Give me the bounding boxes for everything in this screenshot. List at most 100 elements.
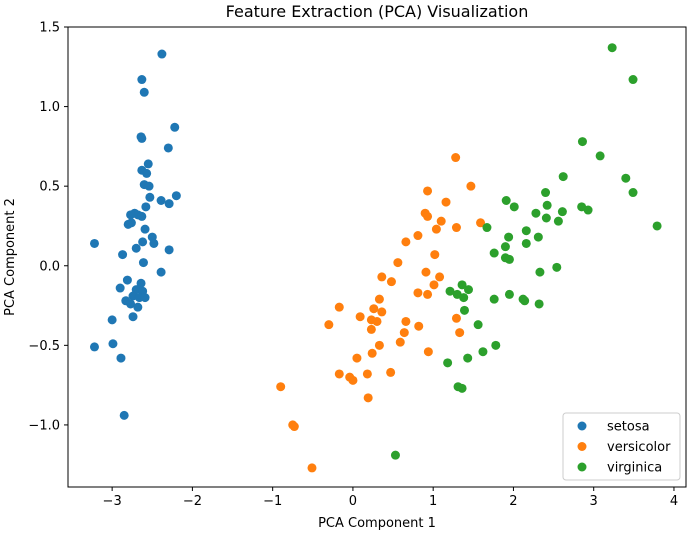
virginica-point (595, 151, 605, 161)
setosa-point (137, 133, 147, 143)
virginica-point (491, 340, 501, 350)
versicolor-point (324, 320, 334, 330)
scatter-marks (89, 43, 662, 473)
x-axis-label: PCA Component 1 (318, 516, 436, 531)
versicolor-point (374, 294, 384, 304)
virginica-point (463, 285, 473, 295)
virginica-point (478, 347, 488, 357)
versicolor-point (413, 231, 423, 241)
x-tick-label: 1 (429, 494, 437, 509)
setosa-point (163, 143, 173, 153)
x-tick-label: −1 (263, 494, 282, 509)
virginica-point (473, 320, 483, 330)
versicolor-point (372, 316, 382, 326)
versicolor-point (401, 316, 411, 326)
legend-marker-versicolor (577, 442, 587, 451)
virginica-point (533, 232, 543, 242)
versicolor-point (386, 367, 396, 377)
virginica-point (628, 188, 638, 198)
legend-marker-virginica (577, 462, 587, 472)
versicolor-point (451, 223, 461, 233)
y-axis-label: PCA Component 2 (3, 198, 18, 316)
virginica-point (504, 232, 514, 242)
setosa-point (140, 224, 150, 234)
virginica-point (489, 248, 499, 258)
versicolor-point (352, 353, 362, 363)
setosa-point (118, 250, 128, 260)
x-tick-label: 2 (509, 494, 517, 509)
virginica-point (390, 450, 400, 460)
versicolor-point (307, 463, 317, 473)
virginica-point (463, 353, 473, 363)
setosa-point (131, 243, 141, 253)
x-tick-label: −2 (183, 494, 202, 509)
versicolor-point (466, 181, 476, 191)
virginica-point (534, 299, 544, 309)
virginica-point (459, 305, 469, 315)
legend-marker-setosa (577, 421, 587, 431)
setosa-point (145, 192, 155, 202)
setosa-point (137, 75, 147, 85)
setosa-point (149, 238, 159, 248)
y-tick-label: 1.5 (39, 21, 60, 36)
versicolor-point (429, 280, 439, 290)
setosa-point (140, 293, 150, 303)
virginica-point (577, 137, 587, 147)
setosa-point (144, 181, 154, 191)
versicolor-point (362, 369, 372, 379)
setosa-point (108, 339, 118, 349)
setosa-point (136, 278, 146, 288)
versicolor-point (414, 321, 424, 331)
virginica-point (521, 238, 531, 248)
versicolor-point (377, 307, 387, 317)
versicolor-point (430, 250, 440, 260)
setosa-point (137, 211, 147, 221)
versicolor-point (369, 304, 379, 314)
setosa-point (126, 210, 136, 220)
versicolor-point (423, 289, 433, 299)
versicolor-point (441, 197, 451, 207)
versicolor-point (436, 216, 446, 226)
axis-ticks: −3 −2 −1 0 1 2 3 4 −1.0 −0.5 0.0 0.5 1.0 1.5 (28, 21, 678, 510)
versicolor-point (451, 153, 461, 163)
x-tick-label: 4 (670, 494, 678, 509)
setosa-point (143, 159, 153, 169)
legend: setosa versicolor virginica (562, 412, 681, 481)
setosa-point (107, 315, 117, 325)
legend-label-versicolor: versicolor (607, 440, 671, 455)
chart-title: Feature Extraction (PCA) Visualization (226, 2, 529, 21)
setosa-point (119, 410, 129, 420)
virginica-point (652, 221, 662, 231)
virginica-point (583, 205, 593, 215)
setosa-point (133, 302, 143, 312)
virginica-point (482, 223, 492, 233)
virginica-point (628, 75, 638, 85)
virginica-point (531, 208, 541, 218)
versicolor-point (451, 313, 461, 323)
versicolor-point (386, 277, 396, 287)
versicolor-point (393, 258, 403, 268)
versicolor-point (455, 328, 465, 338)
virginica-point (504, 254, 514, 264)
legend-label-virginica: virginica (607, 461, 662, 476)
virginica-point (443, 358, 453, 368)
setosa-point (138, 237, 148, 247)
virginica-point (500, 242, 510, 252)
virginica-point (457, 383, 467, 393)
versicolor-point (395, 337, 405, 347)
versicolor-point (334, 369, 344, 379)
virginica-point (557, 207, 567, 217)
versicolor-point (348, 375, 358, 385)
versicolor-point (366, 324, 376, 334)
virginica-point (459, 293, 469, 303)
x-tick-label: −3 (103, 494, 122, 509)
versicolor-point (399, 328, 409, 338)
virginica-point (501, 195, 511, 205)
virginica-point (489, 294, 499, 304)
versicolor-point (276, 382, 286, 392)
virginica-point (520, 296, 530, 306)
versicolor-point (377, 272, 387, 282)
setosa-point (115, 283, 125, 293)
plot-frame (67, 26, 687, 488)
setosa-point (139, 87, 149, 97)
